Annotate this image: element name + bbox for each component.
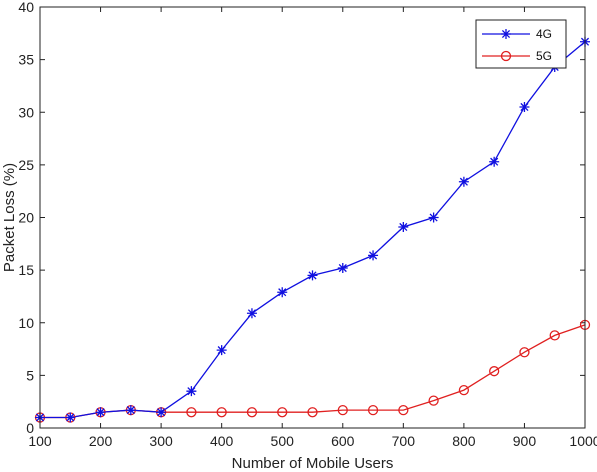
legend: 4G 5G — [475, 19, 567, 69]
x-tick-label: 100 — [28, 433, 52, 449]
legend-marker-glyph-4g — [501, 29, 511, 39]
data-point-4g-glyph — [216, 345, 227, 356]
data-point-4g — [65, 412, 76, 423]
data-point-5g — [186, 407, 197, 418]
data-point-4g-glyph — [519, 101, 530, 112]
data-point-5g — [519, 347, 530, 358]
tick-labels: 100 200 300 400 500 600 700 800 900 1000 0 5 10 15 20 2… — [18, 0, 597, 449]
plot-area — [40, 7, 585, 428]
data-point-5g — [489, 366, 500, 377]
legend-marker-glyph-4g-glyph — [501, 29, 511, 39]
y-tick-label: 15 — [18, 262, 34, 278]
data-point-5g — [398, 404, 409, 416]
data-point-4g-glyph — [307, 270, 318, 281]
data-point-4g — [216, 345, 227, 356]
data-point-4g — [398, 221, 409, 232]
data-point-5g — [367, 404, 379, 416]
data-point-5g — [277, 407, 288, 418]
data-point-4g — [95, 407, 106, 418]
data-point-4g-glyph — [277, 287, 288, 298]
y-tick-label: 20 — [18, 210, 34, 226]
x-tick-label: 500 — [271, 433, 295, 449]
data-point-4g — [246, 308, 257, 319]
legend-label-4g: 4G — [536, 27, 552, 41]
data-point-5g — [549, 330, 560, 341]
y-tick-label: 30 — [18, 104, 34, 120]
legend-box — [475, 19, 567, 69]
data-point-4g — [125, 405, 136, 416]
plot-frame — [39, 6, 586, 429]
data-point-4g-glyph — [458, 176, 469, 187]
x-tick-label: 1000 — [569, 433, 597, 449]
y-tick-label: 35 — [18, 52, 34, 68]
data-point-4g-glyph — [489, 156, 500, 167]
data-point-5g — [307, 407, 318, 418]
y-tick-label: 10 — [18, 315, 34, 331]
data-point-4g-glyph — [65, 412, 76, 423]
data-point-4g — [428, 212, 439, 223]
y-tick-label: 0 — [26, 420, 34, 436]
data-point-4g-glyph — [186, 386, 197, 397]
data-point-4g-glyph — [95, 407, 106, 418]
data-point-4g — [368, 250, 379, 261]
y-axis-label: Packet Loss (%) — [1, 163, 18, 272]
data-point-4g-glyph — [246, 308, 257, 319]
data-point-4g — [307, 270, 318, 281]
data-point-5g — [246, 407, 258, 418]
data-point-4g — [186, 386, 197, 397]
legend-marker-glyph-5g — [500, 50, 512, 62]
y-tick-label: 5 — [26, 367, 34, 383]
x-axis-label: Number of Mobile Users — [232, 455, 394, 472]
legend-marker-4g — [501, 29, 511, 39]
y-tick-label: 25 — [18, 157, 34, 173]
x-tick-label: 700 — [392, 433, 416, 449]
data-point-4g-glyph — [125, 405, 136, 416]
data-point-5g — [458, 384, 470, 396]
x-tick-label: 300 — [149, 433, 173, 449]
legend-marker-5g — [500, 50, 512, 62]
data-point-4g-glyph — [337, 263, 348, 274]
legend-label-5g: 5G — [536, 49, 552, 63]
data-point-4g-glyph — [368, 250, 379, 261]
x-tick-label: 800 — [452, 433, 476, 449]
data-point-5g — [428, 395, 439, 406]
data-point-5g — [337, 404, 348, 416]
data-point-4g — [277, 287, 288, 298]
data-point-4g — [156, 407, 167, 418]
data-point-4g — [519, 101, 530, 112]
data-point-4g-glyph — [156, 407, 167, 418]
data-point-5g — [216, 407, 227, 418]
y-tick-label: 40 — [18, 0, 34, 15]
x-tick-label: 400 — [210, 433, 234, 449]
x-tick-label: 900 — [513, 433, 537, 449]
data-point-4g — [489, 156, 500, 167]
data-point-4g-glyph — [428, 212, 439, 223]
series-markers — [34, 36, 591, 423]
data-point-4g — [458, 176, 469, 187]
data-point-4g-glyph — [398, 221, 409, 232]
data-point-4g — [337, 263, 348, 274]
x-tick-label: 600 — [331, 433, 355, 449]
x-tick-label: 200 — [89, 433, 113, 449]
